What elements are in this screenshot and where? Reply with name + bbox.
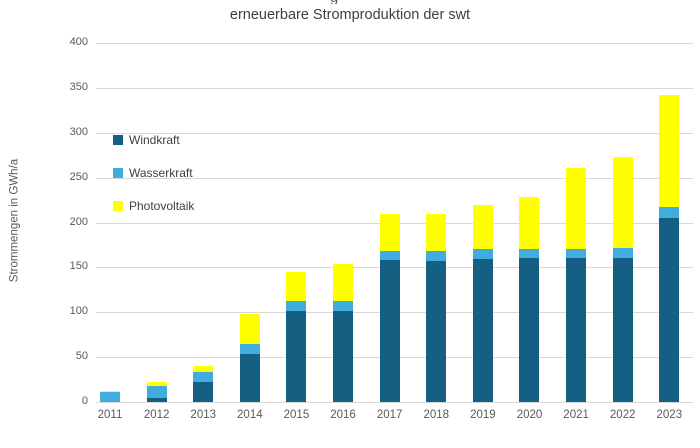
bar-segment-photovoltaik: [659, 95, 680, 208]
legend-item-windkraft: Windkraft: [113, 129, 194, 151]
legend-label: Windkraft: [129, 133, 180, 147]
bar-segment-photovoltaik: [193, 366, 214, 373]
y-tick-label: 150: [69, 260, 88, 273]
bar-segment-windkraft: [472, 259, 493, 402]
bar-segment-photovoltaik: [333, 263, 354, 301]
bar-segment-photovoltaik: [472, 204, 493, 249]
bar-segment-windkraft: [612, 257, 633, 402]
gridline: [96, 43, 693, 44]
x-tick-label-2014: 2014: [237, 409, 263, 421]
x-tick-label-2016: 2016: [330, 409, 356, 421]
bar-segment-photovoltaik: [286, 271, 307, 301]
bar-segment-wasserkraft: [193, 372, 214, 383]
x-tick-label-2020: 2020: [516, 409, 543, 421]
bar-segment-windkraft: [659, 218, 680, 402]
gridline: [96, 132, 693, 134]
bar-2013: [193, 366, 214, 402]
bar-2015: [286, 271, 307, 402]
bar-segment-wasserkraft: [566, 248, 587, 259]
x-tick-label-2011: 2011: [97, 409, 123, 421]
bar-2011: [100, 391, 120, 402]
x-tick-label-2021: 2021: [563, 409, 589, 421]
y-tick-label: 300: [69, 125, 88, 138]
bar-2019: [472, 204, 493, 402]
bar-segment-photovoltaik: [566, 167, 587, 249]
bar-segment-windkraft: [193, 382, 214, 402]
bar-segment-windkraft: [286, 311, 307, 402]
legend-swatch-icon: [113, 135, 123, 145]
bar-segment-wasserkraft: [472, 248, 493, 260]
y-tick-label: 100: [69, 305, 88, 318]
bar-segment-wasserkraft: [519, 248, 540, 259]
x-tick-label-2023: 2023: [656, 409, 683, 421]
bar-segment-windkraft: [566, 258, 587, 402]
bar-segment-windkraft: [519, 258, 540, 402]
gridline: [96, 402, 693, 403]
bar-segment-photovoltaik: [379, 214, 400, 252]
bar-segment-wasserkraft: [426, 251, 447, 262]
bar-2023: [659, 95, 680, 402]
bar-segment-wasserkraft: [333, 300, 354, 312]
x-tick-label-2012: 2012: [143, 409, 170, 421]
bar-segment-wasserkraft: [659, 207, 680, 219]
legend: Windkraft Wasserkraft Photovoltaik: [113, 129, 194, 228]
x-tick-label-2015: 2015: [283, 409, 310, 421]
bar-segment-windkraft: [333, 311, 354, 402]
bar-2017: [379, 214, 400, 402]
bar-segment-windkraft: [379, 260, 400, 402]
x-tick-label-2018: 2018: [423, 409, 450, 421]
x-tick-label-2013: 2013: [190, 409, 217, 421]
bar-2014: [239, 314, 260, 402]
bar-2022: [612, 157, 633, 402]
bar-2020: [519, 196, 540, 402]
chart-title: erneuerbare Stromproduktion der swt: [229, 7, 471, 23]
y-tick-label: 400: [69, 36, 88, 48]
x-tick-label-2022: 2022: [609, 409, 636, 421]
bar-2018: [426, 213, 447, 402]
bar-2021: [566, 167, 587, 402]
legend-swatch-icon: [113, 168, 123, 178]
y-tick-label: 350: [69, 80, 88, 93]
y-axis-title: Strommengen in GWh/a: [8, 158, 21, 283]
y-tick-label: 0: [81, 395, 88, 407]
cropped-text-fragment: g: [322, 0, 346, 4]
bar-segment-wasserkraft: [239, 343, 260, 354]
legend-swatch-icon: [113, 201, 123, 211]
bar-segment-windkraft: [146, 397, 167, 402]
y-tick-label: 200: [69, 215, 88, 228]
x-tick-label-2017: 2017: [376, 409, 403, 421]
bar-segment-photovoltaik: [239, 314, 260, 344]
bar-segment-wasserkraft: [379, 251, 400, 261]
legend-label: Photovoltaik: [129, 199, 195, 213]
plot-area: [96, 43, 693, 403]
y-tick-label: 50: [75, 350, 88, 363]
gridline: [96, 87, 693, 89]
bar-segment-windkraft: [239, 353, 260, 402]
gridline: [96, 177, 693, 179]
bar-segment-wasserkraft: [100, 392, 120, 402]
bar-segment-photovoltaik: [426, 213, 447, 252]
bar-2012: [146, 382, 167, 402]
bar-segment-photovoltaik: [146, 382, 167, 386]
bar-segment-photovoltaik: [519, 196, 540, 249]
bar-2016: [333, 263, 354, 402]
legend-label: Wasserkraft: [129, 166, 193, 180]
x-tick-label-2019: 2019: [470, 409, 496, 421]
bar-segment-wasserkraft: [286, 300, 307, 312]
bar-segment-wasserkraft: [146, 385, 167, 398]
legend-item-photovoltaik: Photovoltaik: [113, 195, 194, 217]
bar-segment-photovoltaik: [100, 391, 120, 393]
y-tick-label: 250: [69, 170, 88, 183]
legend-item-wasserkraft: Wasserkraft: [113, 162, 194, 184]
bar-segment-windkraft: [426, 261, 447, 402]
bar-segment-wasserkraft: [612, 247, 633, 258]
bar-segment-photovoltaik: [612, 157, 633, 248]
